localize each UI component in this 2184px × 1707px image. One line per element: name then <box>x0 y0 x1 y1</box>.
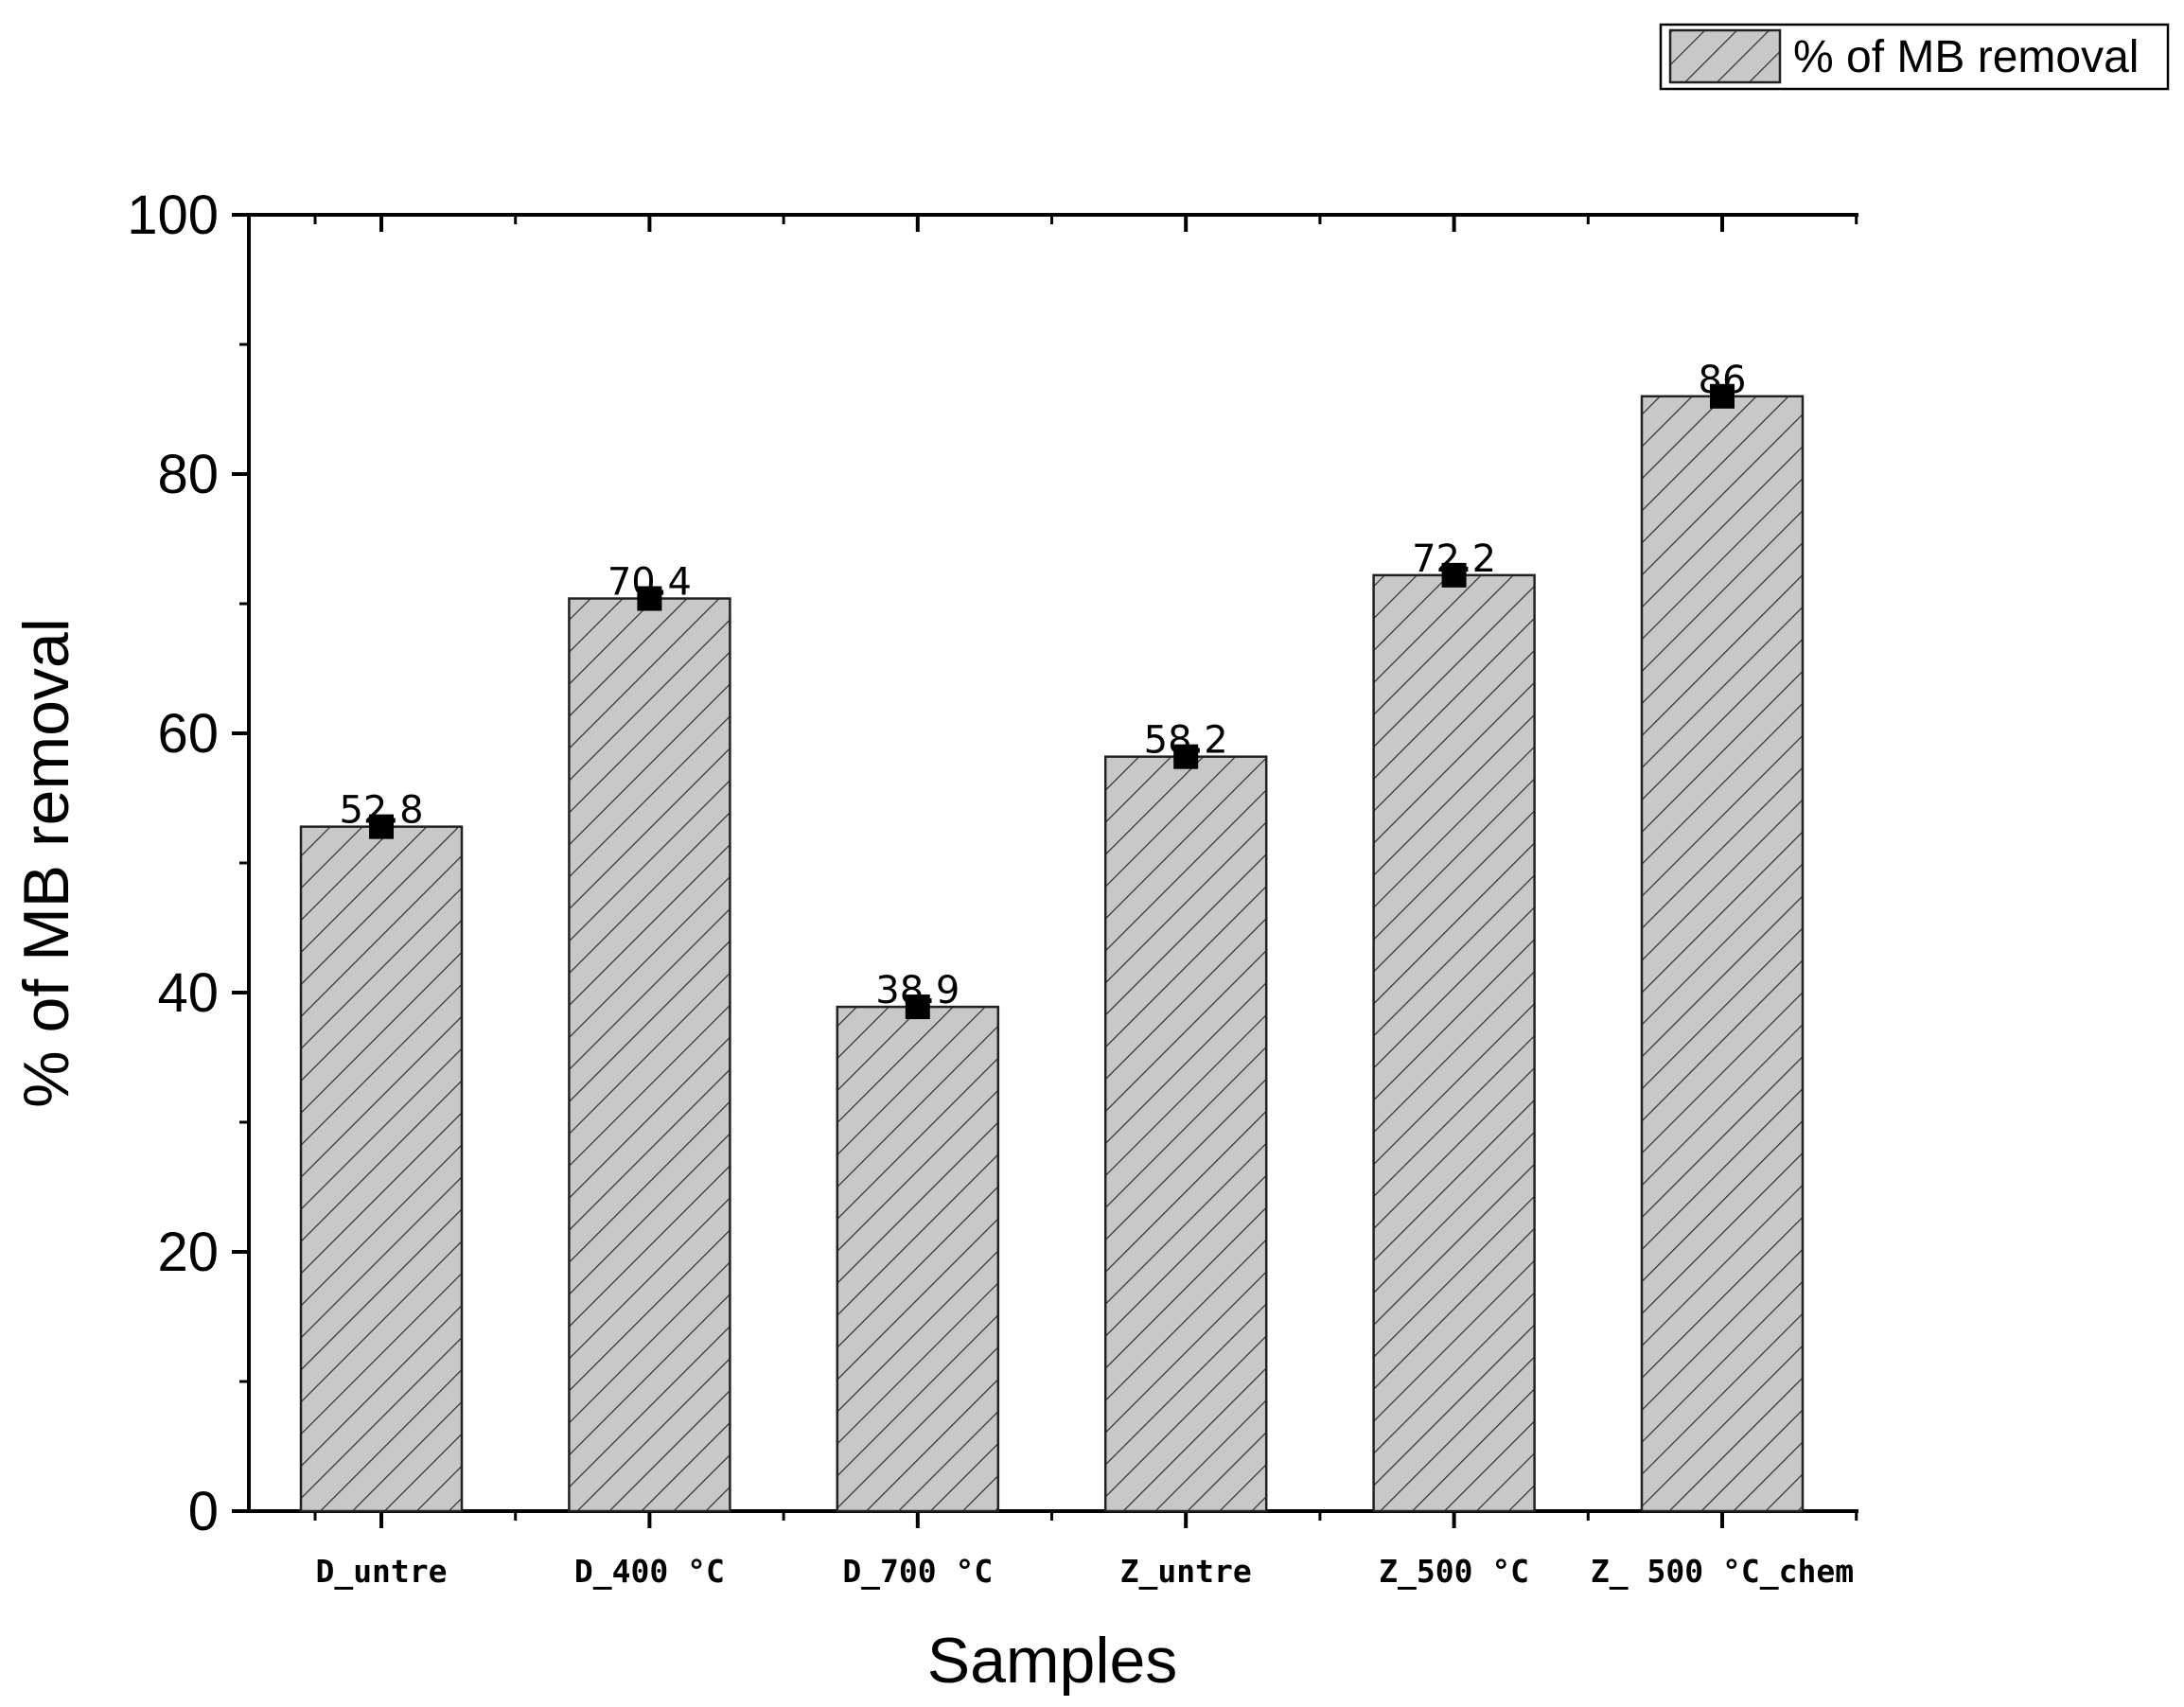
bars <box>299 395 1805 1513</box>
legend: % of MB removal <box>1659 23 2170 91</box>
y-tick-label: 100 <box>127 185 219 246</box>
data-labels: 52.8 70.4 38.9 58.2 72.2 86 <box>339 359 1746 1012</box>
data-label: 52.8 <box>339 789 423 833</box>
data-label: 38.9 <box>875 969 960 1012</box>
data-marker <box>1173 744 1199 769</box>
bar <box>1640 395 1805 1513</box>
bar <box>299 825 464 1513</box>
axes <box>247 213 1858 1513</box>
y-tick-label: 0 <box>188 1481 219 1542</box>
x-tick-label: D_untre <box>315 1553 447 1590</box>
legend-label: % of MB removal <box>1793 32 2139 82</box>
bar <box>1372 573 1536 1513</box>
bar <box>568 597 731 1513</box>
x-axis-title: Samples <box>927 1625 1178 1697</box>
x-tick-label: D_400 °C <box>574 1553 725 1590</box>
data-label: 86 <box>1699 359 1747 402</box>
y-tick-label: 40 <box>157 962 219 1024</box>
x-tick-label: Z_ 500 °C_chem <box>1591 1553 1854 1590</box>
x-tick-label: Z_untre <box>1120 1553 1252 1590</box>
data-label: 72.2 <box>1412 537 1496 581</box>
data-label: 58.2 <box>1144 719 1228 763</box>
y-tick-label: 60 <box>157 703 219 765</box>
data-marker <box>637 586 662 611</box>
legend-swatch <box>1668 28 1782 84</box>
data-marker <box>369 814 394 839</box>
x-tick-label: Z_500 °C <box>1379 1553 1529 1590</box>
x-ticks: D_untre D_400 °C D_700 °C Z_untre Z_500 °C Z_… <box>313 215 1858 1590</box>
data-marker <box>1710 383 1735 409</box>
markers <box>369 383 1735 1020</box>
y-axis-title: % of MB removal <box>10 618 82 1108</box>
data-marker <box>905 994 930 1020</box>
data-marker <box>1441 562 1467 588</box>
y-tick-label: 20 <box>157 1222 219 1283</box>
y-ticks: 0 20 40 60 80 100 <box>127 185 249 1542</box>
x-tick-label: D_700 °C <box>842 1553 993 1590</box>
bar <box>836 1005 1000 1513</box>
bar <box>1103 755 1268 1513</box>
data-label: 70.4 <box>608 561 692 605</box>
y-tick-label: 80 <box>157 444 219 505</box>
